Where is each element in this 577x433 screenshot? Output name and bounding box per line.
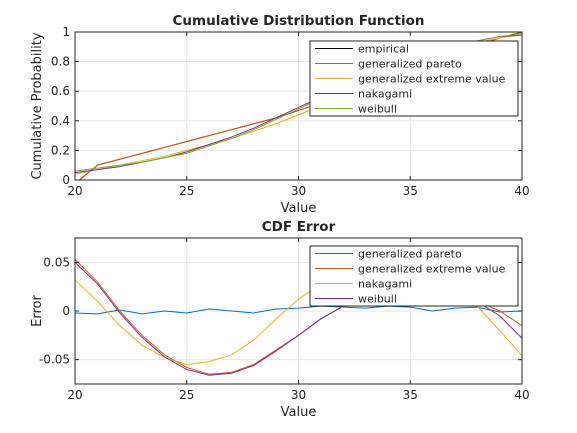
series-line-generalized-pareto — [75, 305, 522, 315]
legend: empirical generalized pareto generalized e… — [309, 40, 519, 117]
y-axis-label: Cumulative Probability — [30, 32, 45, 179]
x-axis-label: Value — [281, 405, 317, 420]
y-tick-label: 1 — [62, 25, 70, 39]
x-tick-label: 20 — [67, 388, 82, 402]
legend: generalized pareto generalized extreme va… — [309, 245, 519, 307]
chart-2: 20 25 30 35 40 -0.05 0 0.05 CDF Error Value Error g… — [30, 219, 530, 420]
x-tick-label: 30 — [291, 184, 306, 198]
y-tick-label: 0.05 — [43, 255, 70, 269]
legend-entry: weibull — [358, 103, 397, 116]
legend-entry: generalized extreme value — [358, 263, 506, 276]
legend-entry: generalized extreme value — [358, 73, 506, 86]
y-tick-label: 0.8 — [51, 55, 70, 69]
legend-box — [309, 245, 519, 307]
y-tick-label: 0.2 — [51, 143, 70, 157]
x-tick-label: 35 — [403, 184, 418, 198]
y-tick-label: 0.4 — [51, 114, 70, 128]
x-tick-label: 35 — [403, 388, 418, 402]
x-tick-label: 25 — [179, 388, 194, 402]
x-tick-label: 25 — [179, 184, 194, 198]
legend-entry: weibull — [358, 293, 397, 306]
legend-entry: empirical — [358, 43, 409, 56]
x-tick-label: 40 — [514, 184, 529, 198]
chart-1: 20 25 30 35 40 0 0.2 0.4 0.6 0.8 1 Cumulative Distr… — [30, 13, 530, 216]
y-tick-label: -0.05 — [39, 353, 70, 367]
x-tick-label: 40 — [514, 388, 529, 402]
x-tick-label: 30 — [291, 388, 306, 402]
y-axis-label: Error — [30, 295, 45, 327]
x-tick-label: 20 — [67, 184, 82, 198]
y-tick-label: 0 — [62, 304, 70, 318]
y-tick-label: 0.6 — [51, 84, 70, 98]
legend-entry: generalized pareto — [358, 248, 462, 261]
legend-entry: generalized pareto — [358, 58, 462, 71]
chart-title: Cumulative Distribution Function — [173, 13, 425, 29]
y-tick-label: 0 — [62, 173, 70, 187]
legend-entry: nakagami — [358, 88, 412, 101]
x-axis-label: Value — [281, 201, 317, 216]
legend-entry: nakagami — [358, 278, 412, 291]
chart-title: CDF Error — [262, 219, 336, 235]
